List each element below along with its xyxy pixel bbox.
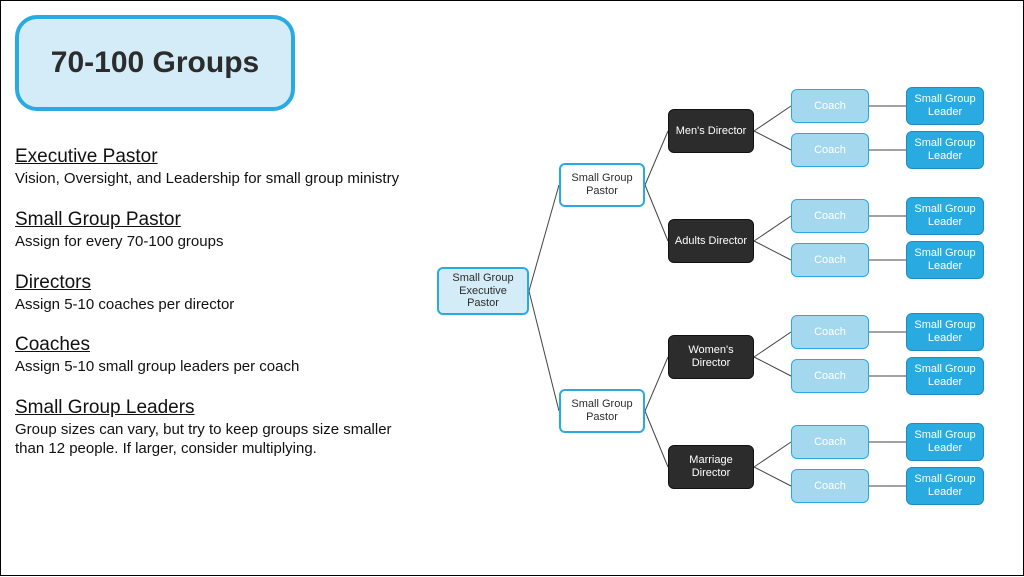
node-coach: Coach — [791, 89, 869, 123]
node-director: Adults Director — [668, 219, 754, 263]
node-leader: Small Group Leader — [906, 423, 984, 461]
node-leader: Small Group Leader — [906, 467, 984, 505]
node-coach: Coach — [791, 133, 869, 167]
node-director: Marriage Director — [668, 445, 754, 489]
node-director: Men's Director — [668, 109, 754, 153]
node-leader: Small Group Leader — [906, 197, 984, 235]
node-leader: Small Group Leader — [906, 357, 984, 395]
node-coach: Coach — [791, 243, 869, 277]
node-exec: Small Group Executive Pastor — [437, 267, 529, 315]
node-pastor: Small Group Pastor — [559, 389, 645, 433]
node-leader: Small Group Leader — [906, 87, 984, 125]
node-coach: Coach — [791, 425, 869, 459]
node-pastor: Small Group Pastor — [559, 163, 645, 207]
node-coach: Coach — [791, 199, 869, 233]
node-leader: Small Group Leader — [906, 131, 984, 169]
node-coach: Coach — [791, 315, 869, 349]
org-chart-nodes: Small Group Executive Pastor Small Group … — [1, 1, 1024, 577]
node-director: Women's Director — [668, 335, 754, 379]
node-leader: Small Group Leader — [906, 241, 984, 279]
node-leader: Small Group Leader — [906, 313, 984, 351]
node-coach: Coach — [791, 469, 869, 503]
node-coach: Coach — [791, 359, 869, 393]
